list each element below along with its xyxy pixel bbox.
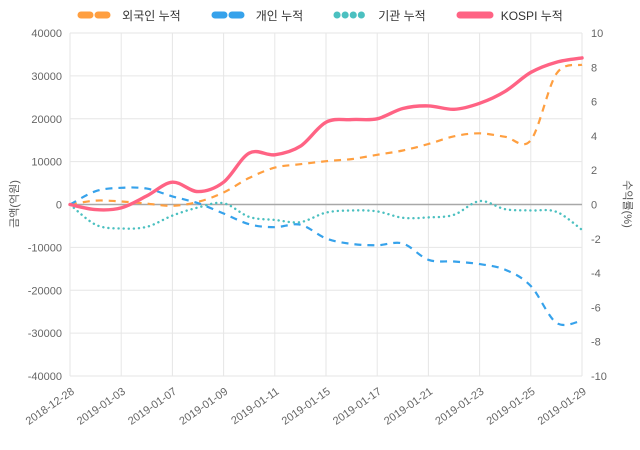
y-tick-label-right: 0 (591, 200, 597, 212)
chart-legend: 외국인 누적 개인 누적 기관 누적 KOSPI 누적 (0, 4, 640, 26)
legend-swatch-icon (77, 11, 115, 19)
legend-label: KOSPI 누적 (500, 8, 563, 23)
y-tick-label-left: 30000 (31, 71, 62, 83)
y-tick-label-right: -2 (591, 234, 601, 246)
legend-item-3[interactable]: KOSPI 누적 (456, 7, 563, 24)
y-tick-label-right: 6 (591, 97, 597, 109)
right-axis-title: 수익률(%) (621, 180, 633, 228)
y-tick-label-right: 8 (591, 62, 597, 74)
legend-item-0[interactable]: 외국인 누적 (77, 7, 181, 24)
legend-label: 외국인 누적 (122, 8, 181, 23)
y-tick-label-left: -10000 (28, 242, 62, 254)
y-tick-label-right: -4 (591, 268, 601, 280)
legend-item-1[interactable]: 개인 누적 (211, 7, 304, 24)
y-tick-label-left: 20000 (31, 114, 62, 126)
x-tick-label: 2019-01-11 (229, 386, 281, 428)
series-line-3 (68, 56, 584, 212)
legend-label: 기관 누적 (378, 8, 426, 23)
y-tick-label-right: 2 (591, 165, 597, 177)
legend-swatch-icon (333, 11, 371, 19)
y-tick-label-right: -8 (591, 337, 601, 349)
y-tick-label-right: -6 (591, 302, 601, 314)
x-tick-label: 2019-01-23 (433, 386, 486, 428)
legend-item-2[interactable]: 기관 누적 (333, 7, 426, 24)
y-tick-label-left: -20000 (28, 285, 62, 297)
left-axis-title: 금액(억원) (9, 180, 21, 228)
x-tick-label: 2019-01-15 (280, 386, 333, 428)
y-tick-label-right: 10 (591, 28, 603, 40)
x-tick-label: 2019-01-07 (126, 386, 179, 428)
y-tick-label-right: 4 (591, 131, 597, 143)
x-tick-label: 2019-01-09 (177, 386, 230, 428)
x-tick-label: 2019-01-29 (536, 386, 589, 428)
x-tick-label: 2019-01-17 (331, 386, 384, 428)
series-line-0 (69, 63, 583, 207)
series-line-2 (68, 199, 584, 231)
series-line-1 (69, 186, 583, 327)
y-tick-label-right: -10 (591, 371, 607, 383)
y-tick-label-left: -30000 (28, 328, 62, 340)
y-tick-label-left: 10000 (31, 157, 62, 169)
legend-label: 개인 누적 (255, 8, 304, 23)
y-tick-label-left: -40000 (28, 371, 62, 383)
x-tick-label: 2018-12-28 (24, 386, 77, 428)
x-tick-label: 2019-01-21 (382, 386, 435, 428)
x-tick-label: 2019-01-25 (485, 386, 538, 428)
y-tick-label-left: 40000 (31, 28, 62, 40)
legend-swatch-icon (211, 11, 249, 19)
y-tick-label-left: 0 (56, 200, 62, 212)
x-tick-label: 2019-01-03 (75, 386, 128, 428)
legend-swatch-icon (456, 11, 494, 19)
